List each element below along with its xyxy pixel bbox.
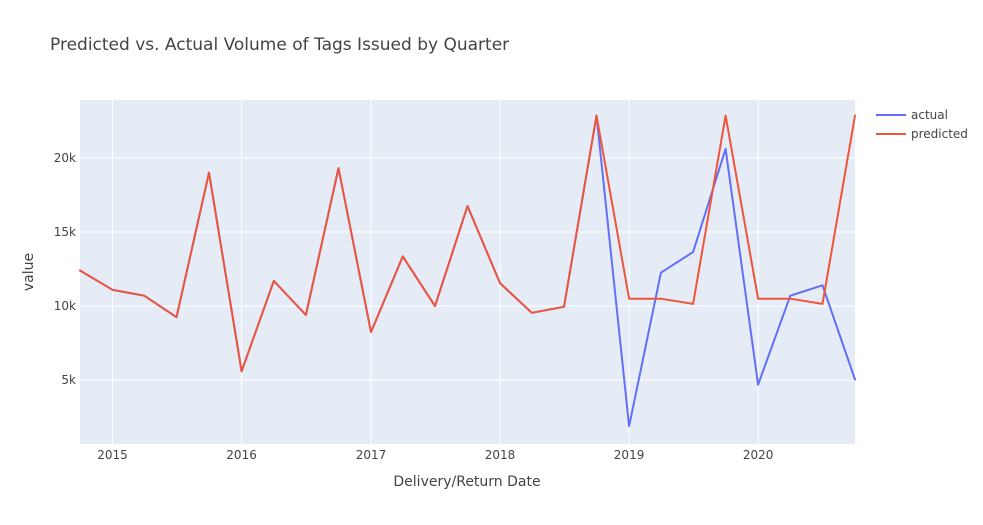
series-lines <box>79 114 856 428</box>
plot-area <box>80 100 855 444</box>
y-axis-ticks: 5k 10k 15k 20k <box>54 151 76 387</box>
y-tick-label: 20k <box>54 151 76 165</box>
legend[interactable]: actual predicted <box>876 108 968 141</box>
x-tick-label: 2016 <box>226 448 257 462</box>
legend-item-actual[interactable]: actual <box>876 108 948 122</box>
legend-item-predicted[interactable]: predicted <box>876 127 968 141</box>
y-axis-title: value <box>21 253 37 291</box>
legend-label: actual <box>911 108 948 122</box>
legend-label: predicted <box>911 127 968 141</box>
x-tick-label: 2015 <box>97 448 128 462</box>
x-axis-ticks: 2015 2016 2017 2018 2019 2020 <box>97 448 773 462</box>
x-tick-label: 2017 <box>356 448 387 462</box>
x-tick-label: 2020 <box>743 448 774 462</box>
x-axis-title: Delivery/Return Date <box>393 474 540 490</box>
series-line-predicted <box>79 114 856 373</box>
y-tick-label: 15k <box>54 225 76 239</box>
y-tick-label: 10k <box>54 299 76 313</box>
x-tick-label: 2019 <box>614 448 645 462</box>
y-tick-label: 5k <box>61 373 76 387</box>
x-tick-label: 2018 <box>485 448 516 462</box>
chart-title: Predicted vs. Actual Volume of Tags Issu… <box>50 35 509 55</box>
